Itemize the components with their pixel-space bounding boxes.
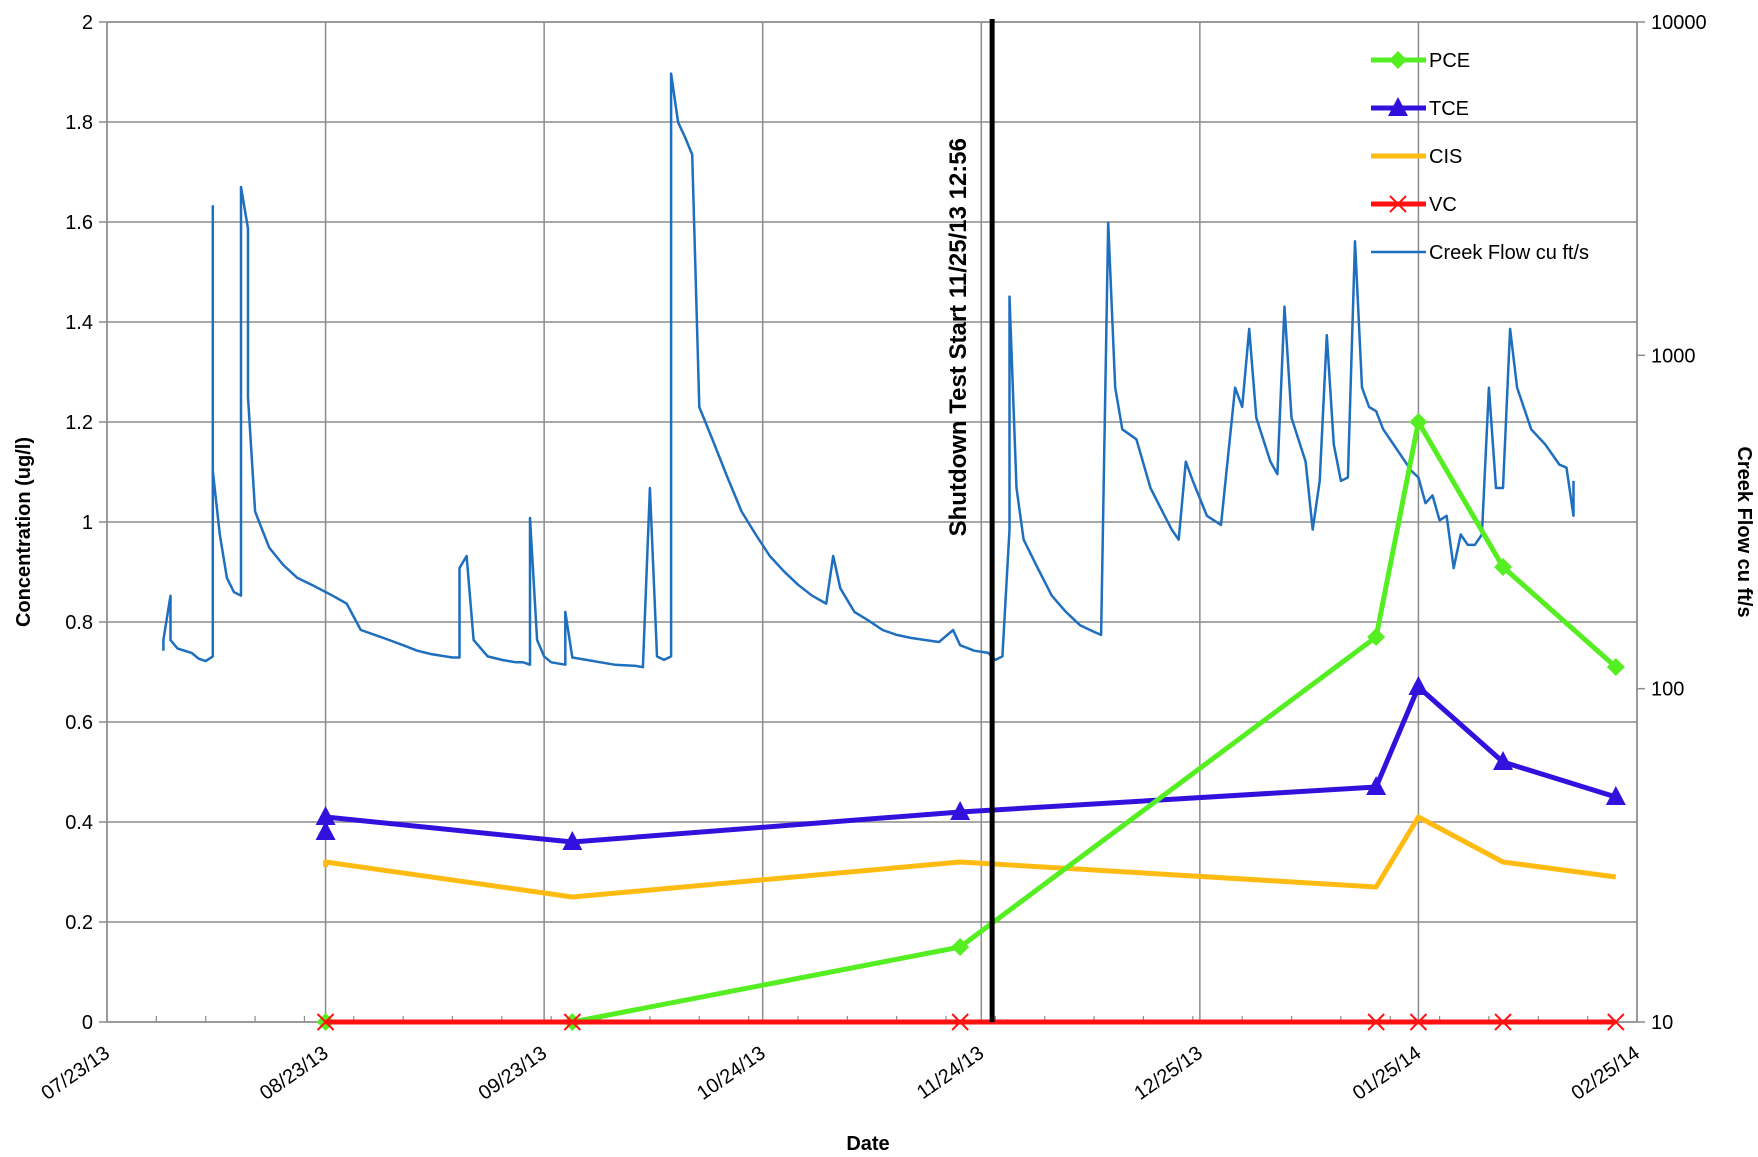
- x-tick-label: 11/24/13: [913, 1042, 988, 1104]
- x-axis-title: Date: [846, 1133, 889, 1155]
- x-axis-ticks: 07/23/13 08/23/13 09/23/13 10/24/13 11/24/13…: [37, 1016, 1644, 1105]
- x-tick-label: 02/25/14: [1567, 1042, 1643, 1105]
- legend-item: TCE: [1371, 97, 1469, 120]
- legend-item: VC: [1371, 194, 1457, 216]
- data-point-marker: [1408, 676, 1429, 695]
- legend-label: CIS: [1429, 146, 1462, 168]
- series-creek-flow-cu-ft-s: [162, 72, 1575, 669]
- data-point-marker: [1493, 751, 1514, 770]
- data-point-marker: [1389, 51, 1407, 69]
- y2-axis-title: Creek Flow cu ft/s: [1733, 446, 1755, 617]
- series-line: [323, 814, 1617, 900]
- data-point-marker: [1389, 195, 1407, 213]
- legend-label: VC: [1429, 194, 1457, 216]
- x-tick-label: 10/24/13: [693, 1042, 769, 1105]
- legend: PCE TCE CIS VC Creek Flow cu ft/s: [1371, 50, 1589, 264]
- data-point-marker: [1494, 1013, 1512, 1031]
- x-tick-label: 12/25/13: [1130, 1042, 1206, 1105]
- y2-tick-label: 10000: [1651, 12, 1707, 34]
- y-tick-label: 0.2: [65, 912, 93, 934]
- legend-label: Creek Flow cu ft/s: [1429, 242, 1589, 264]
- series-tce: [315, 676, 1626, 850]
- series-layer: [162, 72, 1626, 1031]
- data-point-marker: [1606, 658, 1625, 676]
- data-point-marker: [1409, 413, 1428, 431]
- data-point-marker: [315, 821, 336, 840]
- legend-label: TCE: [1429, 98, 1469, 120]
- y-tick-label: 1.4: [65, 312, 93, 334]
- y2-tick-label: 1000: [1651, 345, 1696, 367]
- shutdown-annotation-label: Shutdown Test Start 11/25/13 12:56: [945, 138, 972, 536]
- x-tick-label: 01/25/14: [1349, 1042, 1425, 1105]
- y-tick-label: 1.8: [65, 112, 93, 134]
- y2-axis-ticks: 10 100 1000 10000: [1637, 12, 1707, 1034]
- y-tick-label: 1.6: [65, 212, 93, 234]
- x-tick-label: 07/23/13: [37, 1042, 113, 1105]
- data-point-marker: [1366, 776, 1387, 795]
- legend-item: CIS: [1371, 146, 1462, 168]
- data-point-marker: [951, 938, 970, 956]
- y2-tick-label: 100: [1651, 679, 1684, 701]
- x-tick-label: 08/23/13: [256, 1042, 332, 1105]
- legend-item: Creek Flow cu ft/s: [1371, 242, 1589, 264]
- data-point-marker: [951, 1013, 969, 1031]
- y2-tick-label: 10: [1651, 1012, 1673, 1034]
- y-axis-ticks: 0 0.2 0.4 0.6 0.8 1 1.2 1.4 1.6 1.8 2: [65, 12, 107, 1034]
- data-point-marker: [1367, 1013, 1385, 1031]
- series-line: [162, 72, 1575, 669]
- y-axis-title: Concentration (ug/l): [13, 437, 35, 627]
- data-point-marker: [563, 1013, 582, 1031]
- data-point-marker: [315, 806, 336, 825]
- legend-item: PCE: [1371, 50, 1470, 72]
- data-point-marker: [316, 1013, 335, 1031]
- data-point-marker: [1388, 97, 1408, 116]
- y-tick-label: 0: [82, 1012, 93, 1034]
- y-tick-label: 0.8: [65, 612, 93, 634]
- data-point-marker: [1494, 558, 1513, 576]
- data-point-marker: [562, 831, 583, 850]
- data-point-marker: [1367, 628, 1386, 646]
- data-point-marker: [1409, 1013, 1428, 1031]
- data-point-marker: [1607, 1013, 1625, 1031]
- data-point-marker: [1605, 786, 1626, 805]
- series-line: [323, 684, 1617, 845]
- data-point-marker: [950, 801, 971, 820]
- y-tick-label: 1: [82, 512, 93, 534]
- series-cis: [323, 814, 1617, 900]
- y-tick-label: 1.2: [65, 412, 93, 434]
- y-tick-label: 0.4: [65, 812, 93, 834]
- y-tick-label: 0.6: [65, 712, 93, 734]
- shutdown-annotation: Shutdown Test Start 11/25/13 12:56: [945, 19, 995, 1022]
- series-vc: [316, 1013, 1625, 1031]
- legend-label: PCE: [1429, 50, 1470, 72]
- x-tick-label: 09/23/13: [475, 1042, 551, 1105]
- y-tick-label: 2: [82, 12, 93, 34]
